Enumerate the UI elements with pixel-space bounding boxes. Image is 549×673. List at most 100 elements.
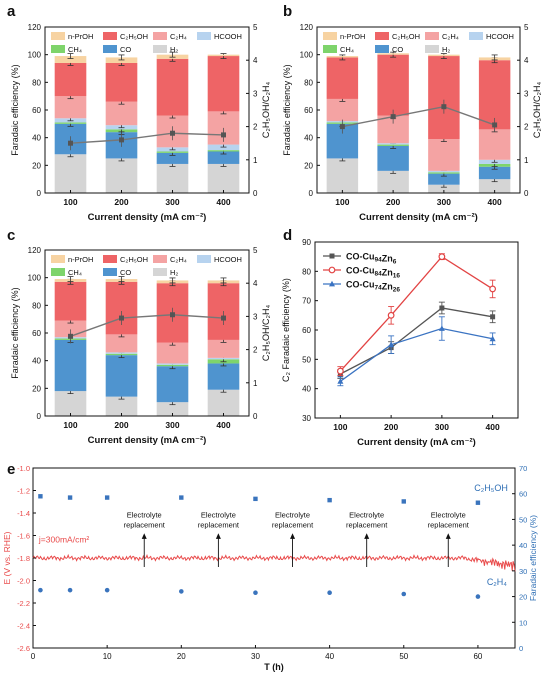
bar-a-C2H5OH-100 <box>54 62 87 97</box>
legend-label-a-C2H4: C₂H₄ <box>170 32 187 41</box>
legend-label-part: CO-Cu <box>346 266 375 276</box>
bar-c-HCOOH-400 <box>207 357 240 360</box>
xtick-label-d-200: 200 <box>384 422 398 432</box>
ytick-label-d-70: 70 <box>302 297 311 306</box>
c2h5oh-point-10 <box>104 495 110 500</box>
bar-b-C2H5OH-400 <box>478 60 511 130</box>
xtick-label-d-300: 300 <box>435 422 449 432</box>
replacement-label-line2-2: replacement <box>272 521 314 530</box>
bar-c-CH4-200 <box>105 353 138 356</box>
xtick-label-c-200: 200 <box>114 420 128 430</box>
c2h4-point-10 <box>104 587 110 593</box>
xtick-label-e-10: 10 <box>103 652 112 661</box>
bar-a-H2-100 <box>54 154 87 193</box>
xtick-label-e-30: 30 <box>251 652 260 661</box>
xtick-label-e-60: 60 <box>473 652 482 661</box>
bar-a-C2H4-100 <box>54 96 87 119</box>
bar-c-CO-300 <box>156 366 189 403</box>
xtick-label-b-300: 300 <box>437 197 451 207</box>
xtick-label-c-100: 100 <box>63 420 77 430</box>
ytick-label-c-40: 40 <box>32 357 41 366</box>
legend-label-part: Zn <box>382 282 393 292</box>
xtick-label-d-100: 100 <box>333 422 347 432</box>
c2h5oh-point-30 <box>253 496 258 502</box>
legend-label-c-CH4: CH₄ <box>68 268 82 277</box>
legend-marker-cu74 <box>329 280 335 287</box>
legend-label-c-C2H5OH: C₂H₅OH <box>120 255 148 264</box>
y2label-b: C₂H₅OH/C₂H₄ <box>532 82 542 139</box>
xtick-label-a-100: 100 <box>63 197 77 207</box>
ytick-label-d-60: 60 <box>302 326 311 335</box>
legend-label-part: 26 <box>393 287 401 294</box>
legend-label-c-CO: CO <box>120 268 131 277</box>
bar-b-C2H5OH-300 <box>428 56 460 140</box>
legend-label-part: 16 <box>393 273 401 280</box>
ytick-label-e--1.6: -1.6 <box>17 532 30 541</box>
bar-b-C2H5OH-200 <box>377 54 409 116</box>
xtick-label-e-40: 40 <box>325 652 334 661</box>
c2h4-point-20 <box>179 589 184 594</box>
xtick-label-e-50: 50 <box>399 652 408 661</box>
xtick-label-d-400: 400 <box>486 422 500 432</box>
replacement-label-line1-3: Electrolyte <box>349 511 384 520</box>
y2label-a: C₂H₅OH/C₂H₄ <box>261 82 271 139</box>
panel-label-a: a <box>7 3 16 20</box>
legend-swatch-c-C2H5OH <box>103 255 117 263</box>
legend-swatch-a-CH4 <box>51 45 65 53</box>
ytick-label-d-50: 50 <box>302 355 311 364</box>
ylabel-e: E (V vs. RHE) <box>2 531 12 584</box>
bar-b-C2H5OH-100 <box>326 57 359 99</box>
y2tick-label-c-4: 4 <box>253 279 258 288</box>
y2tick-label-b-2: 2 <box>524 123 529 132</box>
y2tick-label-a-4: 4 <box>253 56 258 65</box>
ytick-label-c-0: 0 <box>37 412 42 421</box>
legend-label-b-CO: CO <box>392 45 403 54</box>
legend-label-cu94: CO-Cu94Zn6 <box>346 252 397 266</box>
ylabel-c: Faradaic efficiency (%) <box>10 287 20 378</box>
legend-label-part: Zn <box>382 254 393 264</box>
ytick-label-e--2.6: -2.6 <box>17 644 30 653</box>
bar-c-H2-400 <box>207 389 240 416</box>
c2h4-point-1 <box>38 587 43 593</box>
point-cu94-300 <box>439 305 445 311</box>
legend-label-c-n-PrOH: n-PrOH <box>68 255 93 264</box>
bar-a-C2H5OH-300 <box>156 58 189 116</box>
legend-label-b-H2: H₂ <box>442 45 450 54</box>
ytick-label-e--1.0: -1.0 <box>17 464 30 473</box>
legend-swatch-c-CH4 <box>51 268 65 276</box>
bar-b-n-PrOH-300 <box>428 54 460 57</box>
bar-a-CO-300 <box>156 152 189 164</box>
y2tick-label-b-5: 5 <box>524 23 529 32</box>
y2tick-label-c-1: 1 <box>253 379 258 388</box>
ytick-label-d-30: 30 <box>302 414 311 423</box>
y2tick-label-e-40: 40 <box>519 541 527 550</box>
replacement-label-line2-4: replacement <box>428 521 470 530</box>
legend-label-part: 6 <box>393 259 397 266</box>
ratio-line-b <box>342 105 495 128</box>
y2tick-label-c-3: 3 <box>253 312 258 321</box>
bar-b-C2H4-400 <box>478 129 511 160</box>
legend-swatch-a-C2H5OH <box>103 32 117 40</box>
y2tick-label-b-4: 4 <box>524 56 529 65</box>
ytick-label-e--2.4: -2.4 <box>17 622 30 631</box>
y2tick-label-e-60: 60 <box>519 490 527 499</box>
c2h5oh-label: C₂H₅OH <box>474 483 508 493</box>
bar-b-CH4-300 <box>428 172 460 174</box>
legend-swatch-c-HCOOH <box>197 255 211 263</box>
bar-c-C2H4-400 <box>207 339 240 358</box>
xtick-label-a-300: 300 <box>165 197 179 207</box>
replacement-arrowhead-2 <box>290 533 296 539</box>
legend-swatch-a-n-PrOH <box>51 32 65 40</box>
point-cu84-100 <box>336 367 344 375</box>
ytick-label-b-40: 40 <box>304 134 313 143</box>
y2label-c: C₂H₅OH/C₂H₄ <box>261 305 271 362</box>
legend-label-part: Zn <box>382 268 393 278</box>
bar-c-CO-400 <box>207 363 240 390</box>
bar-a-C2H5OH-200 <box>105 62 138 102</box>
point-cu94-400 <box>490 314 496 320</box>
bar-a-C2H4-200 <box>105 101 138 126</box>
legend-marker-cu84 <box>328 266 336 274</box>
replacement-label-line2-1: replacement <box>198 521 240 530</box>
bar-b-CO-200 <box>377 145 409 171</box>
legend-label-c-C2H4: C₂H₄ <box>170 255 187 264</box>
